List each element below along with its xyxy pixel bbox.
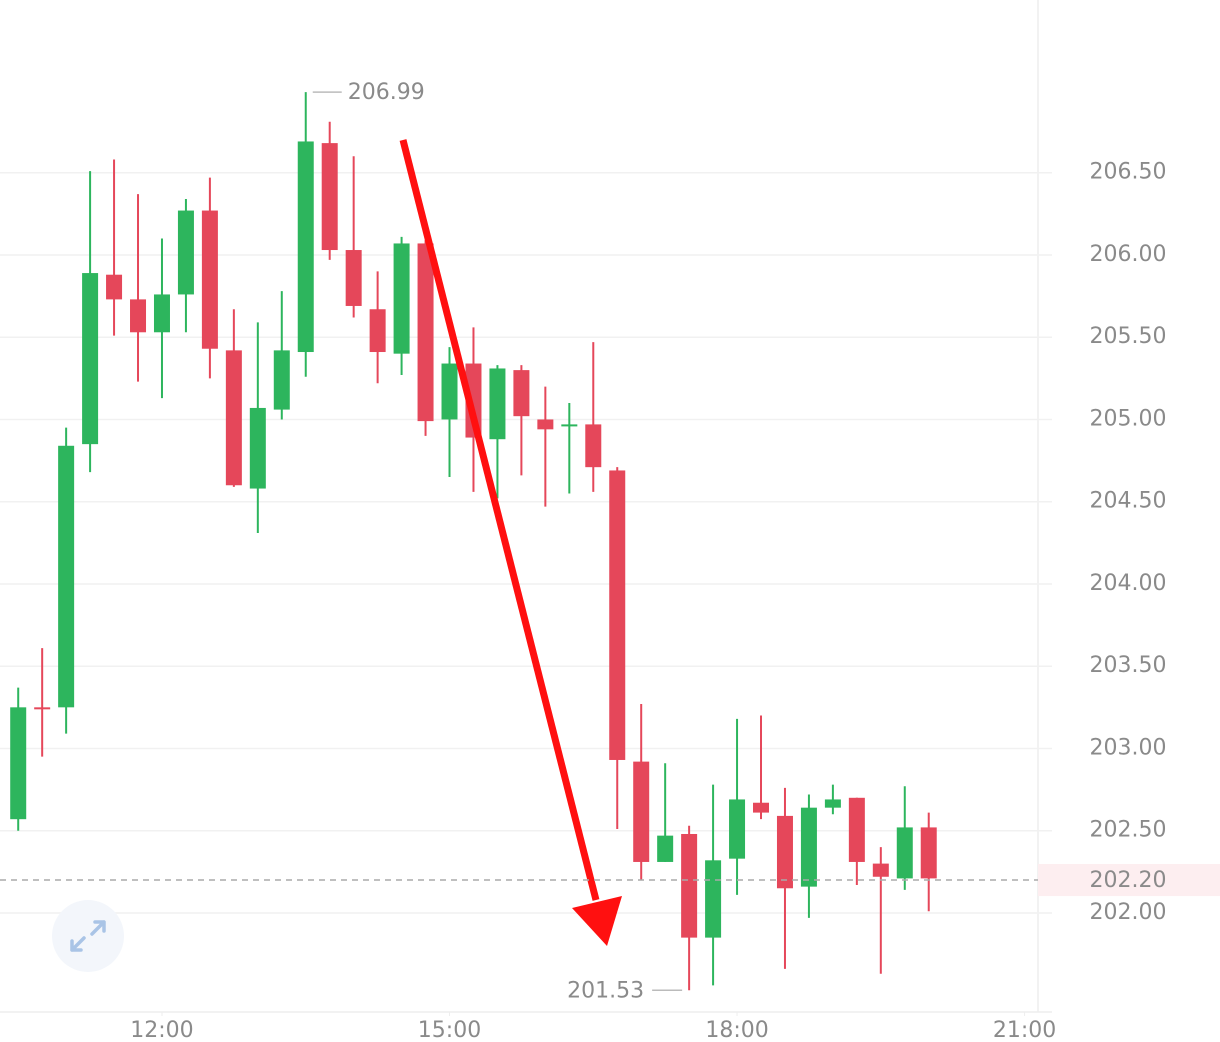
candle-body <box>177 210 194 295</box>
candle-body <box>896 827 913 879</box>
y-tick-label: 203.00 <box>1090 735 1167 760</box>
candle-body <box>369 309 386 353</box>
candle-body <box>130 299 147 333</box>
candle-body <box>82 273 99 445</box>
expand-icon <box>70 920 106 952</box>
candle-body <box>34 707 51 710</box>
expand-button[interactable] <box>52 900 124 972</box>
candle-body <box>10 707 27 820</box>
candle-body <box>609 470 626 760</box>
candle-body <box>920 827 937 879</box>
candle-body <box>201 210 218 349</box>
grid: 202.00 202.50 203.00 203.50 204.00 204.50 205.… <box>0 160 1166 1042</box>
y-tick-label: 205.00 <box>1090 406 1167 431</box>
high-label: 206.99 <box>348 80 425 105</box>
y-tick-label: 206.00 <box>1090 242 1167 267</box>
candle-body <box>153 294 170 333</box>
y-tick-label: 206.50 <box>1090 160 1167 185</box>
candle-body <box>537 419 554 430</box>
candle-body <box>585 424 602 468</box>
candle-body <box>872 863 889 877</box>
y-tick-label: 204.50 <box>1090 489 1167 514</box>
candle-body <box>273 350 290 410</box>
candle-body <box>225 350 242 486</box>
candle-body <box>321 143 338 251</box>
candle-body <box>561 424 578 427</box>
candle-body <box>729 799 746 859</box>
last-price-label: 202.20 <box>1090 868 1167 893</box>
candle-body <box>345 250 362 306</box>
candle-body <box>657 835 674 862</box>
candle-body <box>633 761 650 862</box>
candle-body <box>776 815 793 889</box>
trend-arrow-head <box>572 896 622 946</box>
candle-body <box>393 243 410 354</box>
x-tick-label: 15:00 <box>418 1018 481 1042</box>
y-tick-label: 202.00 <box>1090 900 1167 925</box>
candle-body <box>848 797 865 862</box>
low-label: 201.53 <box>567 978 644 1003</box>
candle-body <box>800 807 817 887</box>
candle-body <box>705 860 722 938</box>
x-tick-label: 12:00 <box>130 1018 193 1042</box>
y-tick-label: 205.50 <box>1090 324 1167 349</box>
candle-body <box>249 407 266 489</box>
candle-body <box>824 799 841 808</box>
candle-body <box>681 833 698 938</box>
y-tick-label: 202.50 <box>1090 818 1167 843</box>
candle-body <box>417 243 434 422</box>
x-tick-label: 21:00 <box>993 1018 1056 1042</box>
last-price-box <box>1038 864 1220 897</box>
candles <box>10 92 937 991</box>
candle-body <box>753 802 770 813</box>
candle-body <box>513 370 530 417</box>
candle-body <box>106 274 123 300</box>
candle-body <box>297 141 314 353</box>
candle-body <box>489 368 506 440</box>
candle-body <box>58 445 75 708</box>
trend-arrow <box>399 139 600 901</box>
y-tick-label: 204.00 <box>1090 571 1167 596</box>
annotations: 206.99 201.53 202.20 <box>0 80 1220 1003</box>
y-tick-label: 203.50 <box>1090 653 1167 678</box>
candle-body <box>441 363 458 420</box>
x-tick-label: 18:00 <box>705 1018 768 1042</box>
